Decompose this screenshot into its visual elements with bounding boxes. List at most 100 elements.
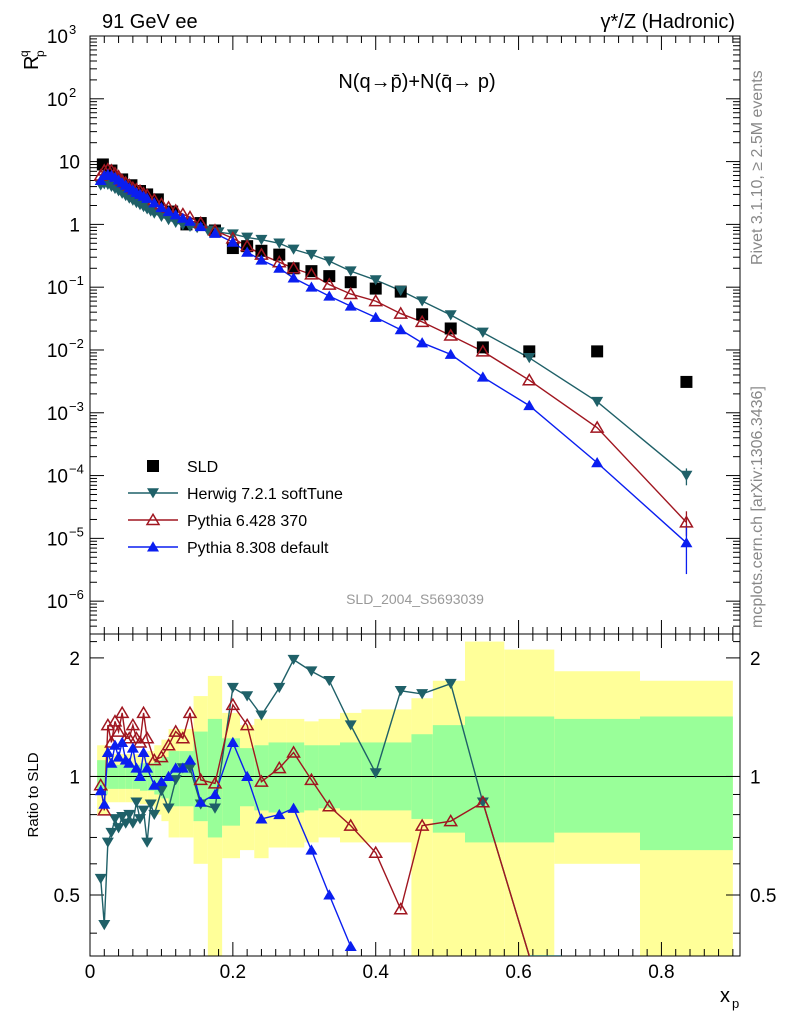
main-series-point — [443, 328, 459, 341]
main-series-point — [394, 285, 407, 297]
ratio-series-point — [321, 799, 337, 812]
main-series-point — [343, 286, 359, 300]
ratio-series-point — [368, 845, 384, 859]
ratio-uncertainty-bands — [90, 641, 740, 956]
header-right: γ*/Z (Hadronic) — [601, 11, 735, 33]
ratio-series-point — [139, 731, 155, 744]
ratio-series-point — [148, 779, 161, 790]
ratio-ytick-label-left: 2 — [69, 649, 80, 670]
ratio-series-point — [94, 785, 107, 796]
ratio-series-point — [130, 797, 143, 808]
ratio-series-point — [101, 746, 114, 758]
ratio-series-point — [123, 757, 136, 768]
main-series-point — [273, 262, 286, 273]
main-series-point — [194, 220, 207, 232]
legend-marker — [147, 488, 159, 499]
main-series-point — [591, 457, 604, 468]
ytick-label: 10 — [47, 278, 68, 299]
ratio-series-point — [476, 797, 489, 808]
xtick-label: 0.8 — [648, 962, 674, 983]
ratio-series-point — [101, 837, 114, 848]
ratio-series-point — [100, 717, 116, 731]
main-series-point — [523, 399, 536, 411]
y-axis-label-main: R q p — [17, 50, 47, 70]
ratio-series-point — [111, 724, 126, 737]
ratio-series-point — [287, 802, 300, 813]
ratio-series-point — [98, 920, 111, 931]
legend-marker — [145, 512, 161, 526]
ratio-series-point — [414, 818, 430, 831]
main-series-point — [369, 311, 382, 322]
main-series-point — [273, 238, 286, 249]
main-series-point — [209, 227, 221, 238]
ratio-series-point — [137, 746, 150, 758]
ylabel-main-sub: p — [33, 50, 47, 57]
main-series-point — [287, 244, 300, 255]
ratio-series-point — [369, 768, 382, 779]
legend-label: Herwig 7.2.1 softTune — [187, 486, 343, 503]
ratio-series-point — [168, 724, 184, 737]
ylabel-ratio: Ratio to SLD — [25, 752, 42, 837]
legend-label: SLD — [187, 459, 218, 476]
main-series-point — [323, 270, 336, 283]
ratio-series-point — [271, 760, 287, 774]
ytick-label: 1 — [69, 215, 80, 236]
main-series-point — [323, 290, 336, 301]
main-series-point — [155, 201, 168, 213]
xtick-label: 0.4 — [363, 962, 390, 983]
xlabel-sub: p — [732, 996, 739, 1011]
ratio-series-point — [194, 796, 207, 807]
ratio-ytick-label-left: 1 — [69, 767, 80, 788]
ratio-ytick-label-right: 2 — [750, 649, 761, 670]
ratio-ytick-label-left: 0.5 — [54, 886, 80, 907]
ratio-series-point — [162, 803, 175, 814]
main-series-point — [162, 205, 175, 217]
ratio-series-point — [416, 689, 429, 700]
ratio-series-point — [136, 705, 151, 719]
ratio-series-point — [305, 844, 318, 855]
ratio-series-point — [254, 774, 269, 787]
ratio-series-point — [96, 803, 112, 816]
ratio-series-point — [109, 814, 121, 825]
ytick-label-exponent: −4 — [69, 462, 84, 477]
band-inner-segment — [504, 716, 555, 843]
main-series-point — [475, 344, 491, 357]
ratio-series-point — [241, 770, 254, 781]
ratio-series-point — [241, 691, 254, 702]
ratio-series-point — [126, 818, 139, 829]
ratio-series-point — [114, 705, 130, 719]
ytick-label: 10 — [47, 90, 68, 111]
ratio-series-point — [132, 735, 148, 748]
main-series-point — [241, 232, 254, 243]
ytick-label-exponent: 3 — [69, 22, 76, 37]
ratio-series-point — [273, 682, 286, 694]
main-series-point — [305, 281, 318, 292]
side-label-mcplots: mcplots.cern.ch [arXiv:1306.3436] — [749, 386, 766, 628]
header-left: 91 GeV ee — [102, 11, 198, 33]
main-series-point — [444, 348, 457, 359]
ratio-series-point — [443, 813, 459, 827]
ratio-series-point — [134, 770, 146, 781]
ratio-series-point — [161, 738, 176, 751]
ratio-series-point — [141, 762, 154, 773]
main-series-point — [141, 192, 154, 203]
legend: SLD Herwig 7.2.1 softTune Pythia 6.428 370… — [128, 459, 343, 557]
main-series-point — [589, 420, 605, 433]
main-series-point — [287, 272, 300, 283]
main-series-point — [255, 254, 268, 265]
ratio-series-point — [475, 795, 491, 808]
ratio-series-point — [126, 742, 139, 753]
ratio-series-point — [393, 902, 409, 915]
main-series-point — [476, 371, 489, 382]
legend-label: Pythia 8.308 default — [187, 540, 329, 557]
main-series-point — [591, 396, 604, 408]
ratio-series-point — [239, 717, 255, 731]
band-inner-segment — [465, 716, 505, 843]
ratio-ytick-label-right: 0.5 — [750, 886, 776, 907]
ratio-series-point — [94, 873, 107, 885]
ratio-series-point — [112, 751, 125, 762]
ylabel-main-R: R — [21, 56, 43, 70]
main-series-point — [476, 327, 489, 338]
band-inner-segment — [554, 718, 640, 833]
